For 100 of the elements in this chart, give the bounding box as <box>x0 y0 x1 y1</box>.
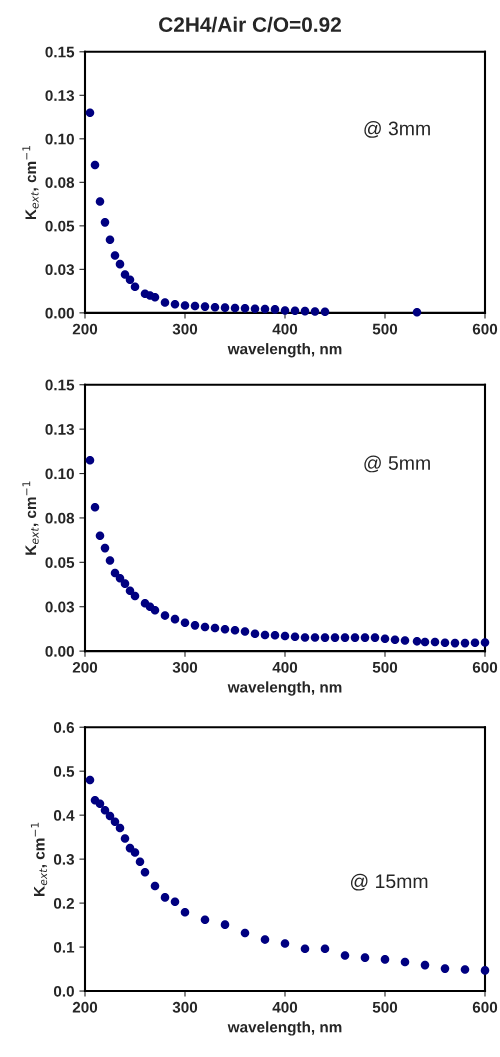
point <box>250 629 260 638</box>
point <box>440 964 450 973</box>
point <box>300 306 310 316</box>
point <box>370 633 380 642</box>
x-tick-label: 300 <box>172 1001 198 1013</box>
point <box>105 235 115 245</box>
y-tick-label: 0.00 <box>45 645 74 657</box>
x-axis-title: wavelength, nm <box>227 681 342 696</box>
x-tick-label: 500 <box>372 1001 398 1013</box>
point <box>220 920 230 929</box>
point <box>220 303 230 312</box>
x-tick-label: 200 <box>72 323 98 335</box>
point <box>460 965 470 974</box>
point <box>130 282 140 292</box>
point <box>170 897 180 907</box>
point <box>200 302 210 311</box>
x-tick-label: 300 <box>172 323 198 335</box>
y-tick-label: 0.03 <box>45 264 75 276</box>
y-tick-label: 0.13 <box>45 90 75 102</box>
point <box>320 307 330 317</box>
point <box>320 944 330 954</box>
y-axis-title: K$_{ext}$, cm$^{−1}$ <box>30 822 48 896</box>
point <box>90 502 100 512</box>
point <box>480 966 490 975</box>
point <box>310 633 320 642</box>
point <box>130 848 140 857</box>
point <box>190 301 200 311</box>
x-tick-label: 400 <box>272 1001 298 1013</box>
x-tick-label: 500 <box>372 323 398 335</box>
point <box>95 531 105 540</box>
point <box>95 197 105 206</box>
point <box>412 307 422 317</box>
annotation: @ 3mm <box>364 121 430 138</box>
x-tick-label: 300 <box>172 661 198 673</box>
point <box>120 834 130 843</box>
point <box>310 307 320 316</box>
point <box>110 817 120 827</box>
point <box>190 621 200 630</box>
point <box>240 627 250 636</box>
point <box>450 638 460 648</box>
y-tick-label: 0.6 <box>53 722 75 733</box>
y-tick-label: 0.10 <box>45 133 74 145</box>
x-tick-label: 200 <box>72 1001 98 1013</box>
x-tick-label: 500 <box>372 661 398 673</box>
point <box>280 939 290 948</box>
point <box>400 636 410 645</box>
point <box>125 275 135 285</box>
y-tick-label: 0.3 <box>53 854 75 865</box>
point <box>95 799 105 809</box>
y-axis-title: K$_{ext}$, cm$^{−1}$ <box>22 481 39 555</box>
point <box>160 298 170 307</box>
point <box>480 638 490 647</box>
y-tick-label: 0.15 <box>45 46 75 58</box>
point <box>240 928 250 938</box>
point <box>460 638 470 648</box>
point <box>340 633 350 642</box>
point <box>380 634 390 643</box>
x-tick-label: 600 <box>472 1001 498 1013</box>
point <box>115 823 125 833</box>
x-tick-label: 400 <box>272 323 298 335</box>
point <box>85 108 95 117</box>
point <box>470 638 480 648</box>
x-tick-label: 400 <box>272 661 298 673</box>
point <box>125 586 135 596</box>
point <box>160 893 170 902</box>
point <box>430 637 440 647</box>
point <box>280 631 290 641</box>
x-axis-title: wavelength, nm <box>227 1021 342 1036</box>
point <box>170 614 180 624</box>
point <box>150 292 160 302</box>
point <box>170 299 180 309</box>
point <box>100 806 110 815</box>
point <box>412 637 422 646</box>
point <box>180 908 190 917</box>
y-tick-label: 0.10 <box>45 468 74 480</box>
point <box>135 857 145 867</box>
point <box>260 304 270 314</box>
point <box>440 638 450 648</box>
annotation: @ 5mm <box>364 455 430 473</box>
point <box>180 301 190 310</box>
y-tick-label: 0.0 <box>53 985 74 997</box>
y-tick-label: 0.08 <box>45 512 75 524</box>
point <box>130 591 140 601</box>
point <box>380 955 390 964</box>
point <box>150 881 160 891</box>
y-tick-label: 0.2 <box>53 897 74 909</box>
point <box>340 951 350 960</box>
point <box>85 775 95 785</box>
point <box>240 304 250 313</box>
point <box>105 556 115 565</box>
point <box>115 259 125 269</box>
y-tick-label: 0.1 <box>53 941 75 953</box>
point <box>250 304 260 313</box>
y-tick-label: 0.15 <box>45 379 75 391</box>
point <box>290 306 300 316</box>
x-tick-label: 600 <box>472 323 498 335</box>
point <box>220 624 230 634</box>
point <box>120 270 130 279</box>
point <box>270 631 280 640</box>
point <box>230 626 240 635</box>
